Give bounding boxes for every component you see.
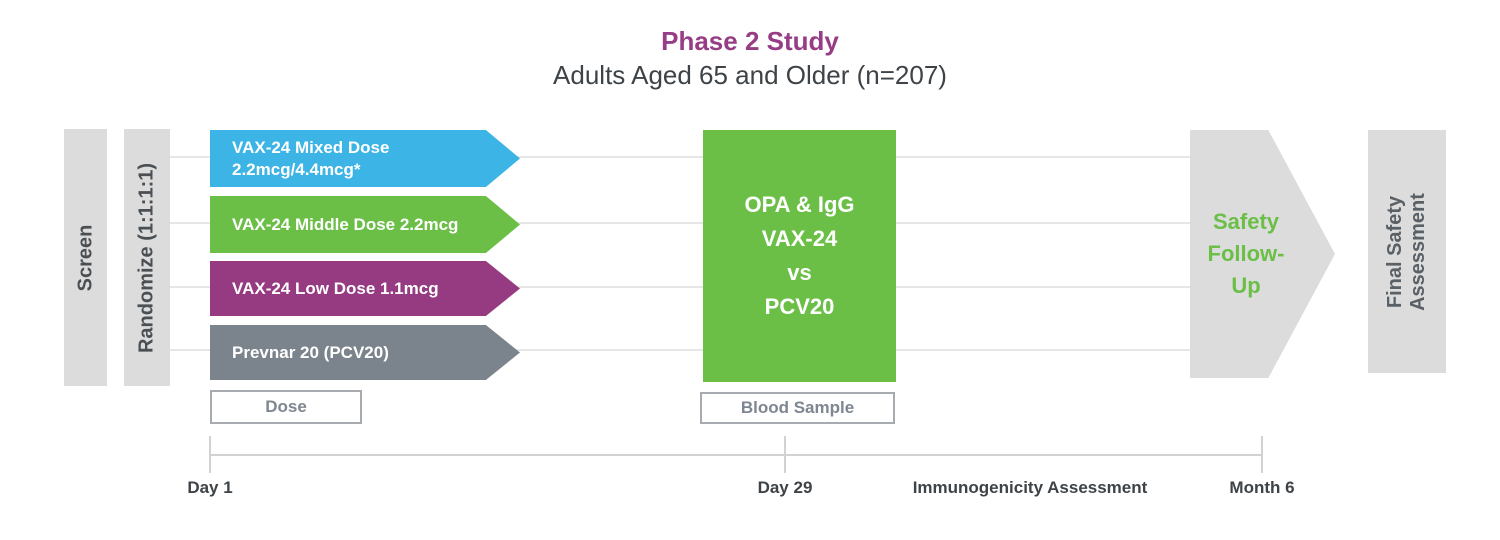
page-subtitle: Adults Aged 65 and Older (n=207) <box>553 60 947 90</box>
timeline-tick-month6 <box>1261 436 1263 473</box>
safety-followup-label: Safety Follow- Up <box>1190 130 1302 378</box>
arm-label-line: VAX-24 Mixed Dose <box>232 138 390 158</box>
safety-followup-arrow: Safety Follow- Up <box>1190 130 1335 378</box>
connector-line <box>170 156 1191 158</box>
assessment-line: vs <box>787 260 812 285</box>
page-title: Phase 2 Study <box>661 26 839 56</box>
safety-followup-line: Follow- <box>1207 241 1285 267</box>
timeline-label-month6: Month 6 <box>1229 478 1295 497</box>
arm-arrow-low-dose: VAX-24 Low Dose 1.1mcg <box>210 261 520 316</box>
randomize-stage-bar: Randomize (1:1:1:1) <box>124 129 170 386</box>
arm-label-line: VAX-24 Low Dose 1.1mcg <box>232 278 439 298</box>
timeline-label-day29: Day 29 <box>757 478 813 497</box>
dose-marker-box: Dose <box>210 390 362 424</box>
timeline-tick-day29 <box>784 436 786 473</box>
arm-arrow-prevnar: Prevnar 20 (PCV20) <box>210 325 520 380</box>
connector-line <box>170 286 1191 288</box>
screen-stage-bar: Screen <box>64 129 107 386</box>
assessment-box: OPA & IgG VAX-24 vs PCV20 <box>703 130 896 382</box>
assessment-line: VAX-24 <box>761 225 838 251</box>
safety-followup-line: Up <box>1231 272 1261 298</box>
assessment-line: PCV20 <box>764 294 835 320</box>
assessment-line: OPA & IgG <box>744 191 855 217</box>
blood-sample-marker-box: Blood Sample <box>700 392 895 424</box>
final-safety-bar: Final Safety Assessment <box>1368 130 1446 373</box>
arm-label-line: Prevnar 20 (PCV20) <box>232 342 389 362</box>
safety-followup-line: Safety <box>1212 209 1280 235</box>
connector-line <box>170 222 1191 224</box>
timeline-label-day1: Day 1 <box>187 478 233 497</box>
arm-arrow-mixed-dose: VAX-24 Mixed Dose 2.2mcg/4.4mcg* <box>210 130 520 187</box>
final-safety-line: Final Safety <box>1384 195 1406 308</box>
arm-arrow-middle-dose: VAX-24 Middle Dose 2.2mcg <box>210 196 520 253</box>
timeline-tick-day1 <box>209 436 211 473</box>
timeline-annotation: Immunogenicity Assessment <box>912 478 1148 497</box>
final-safety-line: Assessment <box>1407 192 1429 311</box>
final-safety-label: Final Safety Assessment <box>1384 193 1430 311</box>
arm-label-line: 2.2mcg/4.4mcg* <box>232 159 361 179</box>
timeline-axis <box>210 454 1263 456</box>
arm-label-line: VAX-24 Middle Dose 2.2mcg <box>232 214 459 234</box>
screen-label: Screen <box>74 224 96 291</box>
dose-marker-label: Dose <box>265 397 307 416</box>
connector-line <box>170 349 1191 351</box>
randomize-label: Randomize (1:1:1:1) <box>135 162 158 353</box>
blood-sample-marker-label: Blood Sample <box>740 398 855 417</box>
